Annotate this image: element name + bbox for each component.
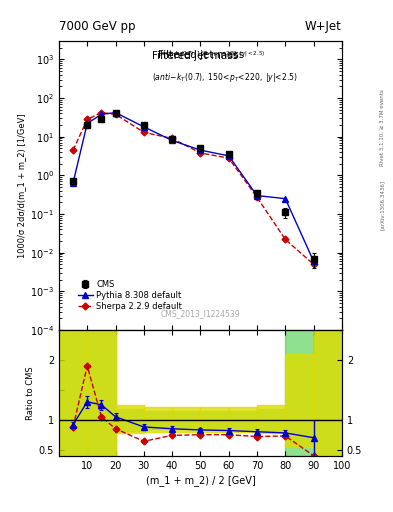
Pythia 8.308 default [141, 124, 146, 130]
Line: Sherpa 2.2.9 default: Sherpa 2.2.9 default [71, 110, 316, 267]
Pythia 8.308 default [170, 137, 174, 143]
Pythia 8.308 default [311, 258, 316, 264]
Pythia 8.308 default [85, 120, 90, 126]
Pythia 8.308 default [71, 180, 75, 186]
Sherpa 2.2.9 default [113, 111, 118, 117]
Pythia 8.308 default [255, 193, 259, 199]
Text: $(anti\!-\!k_T(0.7),\;150\!<\!p_T\!<\!220,\;|y|\!<\!2.5)$: $(anti\!-\!k_T(0.7),\;150\!<\!p_T\!<\!22… [152, 71, 298, 84]
Pythia 8.308 default [113, 110, 118, 116]
Text: Rivet 3.1.10, ≥ 3.7M events: Rivet 3.1.10, ≥ 3.7M events [380, 90, 384, 166]
Legend: CMS, Pythia 8.308 default, Sherpa 2.2.9 default: CMS, Pythia 8.308 default, Sherpa 2.2.9 … [74, 276, 185, 314]
Text: W+Jet: W+Jet [305, 20, 342, 33]
Text: Filtered jet mass: Filtered jet mass [152, 51, 239, 61]
Sherpa 2.2.9 default [255, 194, 259, 200]
Pythia 8.308 default [99, 111, 104, 117]
Sherpa 2.2.9 default [170, 135, 174, 141]
Sherpa 2.2.9 default [198, 150, 203, 156]
Sherpa 2.2.9 default [99, 110, 104, 116]
Pythia 8.308 default [283, 196, 288, 202]
Sherpa 2.2.9 default [71, 147, 75, 153]
Sherpa 2.2.9 default [85, 116, 90, 122]
Sherpa 2.2.9 default [226, 155, 231, 161]
Sherpa 2.2.9 default [141, 129, 146, 135]
Pythia 8.308 default [198, 147, 203, 153]
Text: 7000 GeV pp: 7000 GeV pp [59, 20, 136, 33]
Y-axis label: 1000/σ 2dσ/d(m_1 + m_2) [1/GeV]: 1000/σ 2dσ/d(m_1 + m_2) [1/GeV] [17, 113, 26, 258]
Pythia 8.308 default [226, 153, 231, 159]
Text: [arXiv:1306.3436]: [arXiv:1306.3436] [380, 180, 384, 230]
Text: CMS_2013_I1224539: CMS_2013_I1224539 [161, 309, 240, 318]
Sherpa 2.2.9 default [283, 237, 288, 243]
Sherpa 2.2.9 default [311, 261, 316, 267]
Text: Filtered jet mass: Filtered jet mass [158, 50, 244, 59]
Text: $_{\mathregular{(anti\!-\!k_T(0.7),\,150<p_T<220,\,|y|<2.5)}}$: $_{\mathregular{(anti\!-\!k_T(0.7),\,150… [158, 50, 265, 60]
Y-axis label: Ratio to CMS: Ratio to CMS [26, 366, 35, 420]
Line: Pythia 8.308 default: Pythia 8.308 default [70, 110, 316, 264]
X-axis label: (m_1 + m_2) / 2 [GeV]: (m_1 + m_2) / 2 [GeV] [145, 475, 255, 485]
